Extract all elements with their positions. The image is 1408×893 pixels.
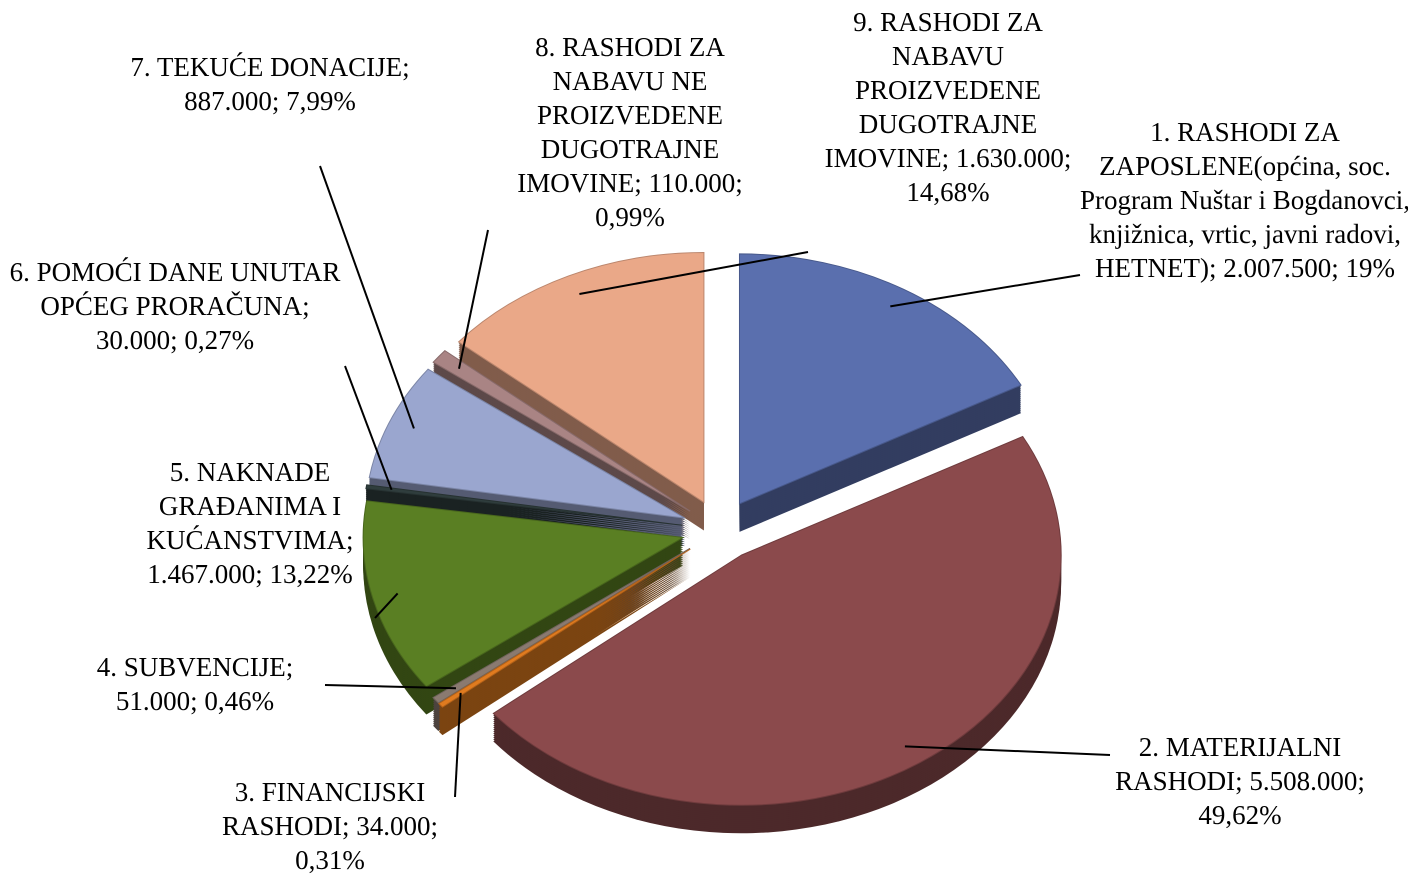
category: 9. RASHODI ZA NABAVU PROIZVEDENE DUGOTRA…	[824, 7, 1043, 173]
leader-line	[904, 745, 1111, 756]
leader-line	[324, 684, 456, 690]
percentage-label: 49,62%	[1198, 800, 1282, 830]
slice-side	[438, 569, 691, 728]
leader-line	[579, 251, 809, 296]
slice-side	[438, 559, 691, 718]
value-label: 1.630.000;	[955, 143, 1072, 173]
data-label: 9. RASHODI ZA NABAVU PROIZVEDENE DUGOTRA…	[818, 5, 1078, 209]
category: 4. SUBVENCIJE;	[96, 652, 294, 682]
value-label: 1.467.000;	[147, 559, 263, 589]
value-label: 110.000;	[648, 168, 743, 198]
slice-top	[365, 484, 683, 526]
leader-line	[344, 365, 393, 491]
data-label: 2. MATERIJALNI RASHODI; 5.508.000; 49,62…	[1090, 730, 1390, 832]
value-label: 2.007.500;	[1223, 253, 1339, 283]
slice-top	[457, 251, 705, 504]
percentage-label: 19%	[1345, 253, 1395, 283]
data-label: 5. NAKNADE GRAĐANIMA I KUĆANSTVIMA; 1.46…	[105, 455, 395, 591]
slice	[457, 251, 705, 531]
data-label: 3. FINANCIJSKI RASHODI; 34.000; 0,31%	[185, 775, 475, 877]
slice-side	[438, 557, 691, 716]
leader-line	[458, 229, 489, 369]
slice-side	[438, 577, 691, 736]
category: 1. RASHODI ZA ZAPOSLENE(općina, soc. Pro…	[1080, 117, 1408, 283]
slice-top	[362, 500, 685, 688]
slice-top	[432, 350, 691, 512]
leader-line	[319, 165, 415, 429]
data-label: 1. RASHODI ZA ZAPOSLENE(općina, soc. Pro…	[1080, 115, 1408, 285]
slice-side	[438, 553, 691, 712]
slice-side	[438, 561, 691, 720]
slice-side	[438, 563, 691, 722]
percentage-label: 0,31%	[295, 845, 365, 875]
leader-line	[890, 274, 1081, 308]
slice	[362, 500, 685, 715]
data-label: 4. SUBVENCIJE; 51.000; 0,46%	[60, 650, 330, 718]
slice-side	[438, 555, 691, 714]
slice-side	[438, 567, 691, 726]
percentage-label: 7,99%	[286, 86, 356, 116]
slice-top	[438, 548, 691, 708]
percentage-label: 13,22%	[269, 559, 353, 589]
percentage-label: 14,68%	[906, 177, 990, 207]
slice-top	[368, 368, 686, 519]
value-label: 30.000;	[95, 325, 178, 355]
category: 7. TEKUĆE DONACIJE;	[130, 52, 410, 82]
slice-side	[438, 565, 691, 724]
slice-top	[432, 548, 691, 704]
percentage-label: 0,46%	[204, 686, 275, 716]
percentage-label: 0,27%	[184, 325, 255, 355]
slice-top	[738, 253, 1022, 505]
percentage-label: 0,99%	[595, 202, 665, 232]
value-label: 51.000;	[115, 686, 198, 716]
data-label: 8. RASHODI ZA NABAVU NE PROIZVEDENE DUGO…	[480, 30, 780, 234]
category: 2. MATERIJALNI RASHODI;	[1115, 732, 1342, 796]
category: 6. POMOĆI DANE UNUTAR OPĆEG PRORAČUNA;	[9, 257, 341, 321]
category: 3. FINANCIJSKI RASHODI;	[221, 777, 426, 841]
leader-line	[374, 592, 399, 619]
leader-line	[454, 692, 462, 798]
slice-side	[438, 573, 691, 732]
data-label: 6. POMOĆI DANE UNUTAR OPĆEG PRORAČUNA; 3…	[5, 255, 345, 357]
slice-side	[438, 575, 691, 734]
value-label: 5.508.000;	[1249, 766, 1365, 796]
value-label: 34.000;	[356, 811, 439, 841]
slice	[738, 253, 1022, 532]
value-label: 887.000;	[184, 86, 280, 116]
data-label: 7. TEKUĆE DONACIJE; 887.000; 7,99%	[120, 50, 420, 118]
slice	[438, 548, 691, 736]
slice	[492, 435, 1062, 834]
slice-top	[492, 435, 1062, 806]
category: 5. NAKNADE GRAĐANIMA I KUĆANSTVIMA;	[146, 457, 354, 555]
slice-side	[438, 571, 691, 730]
category: 8. RASHODI ZA NABAVU NE PROIZVEDENE DUGO…	[517, 32, 725, 198]
